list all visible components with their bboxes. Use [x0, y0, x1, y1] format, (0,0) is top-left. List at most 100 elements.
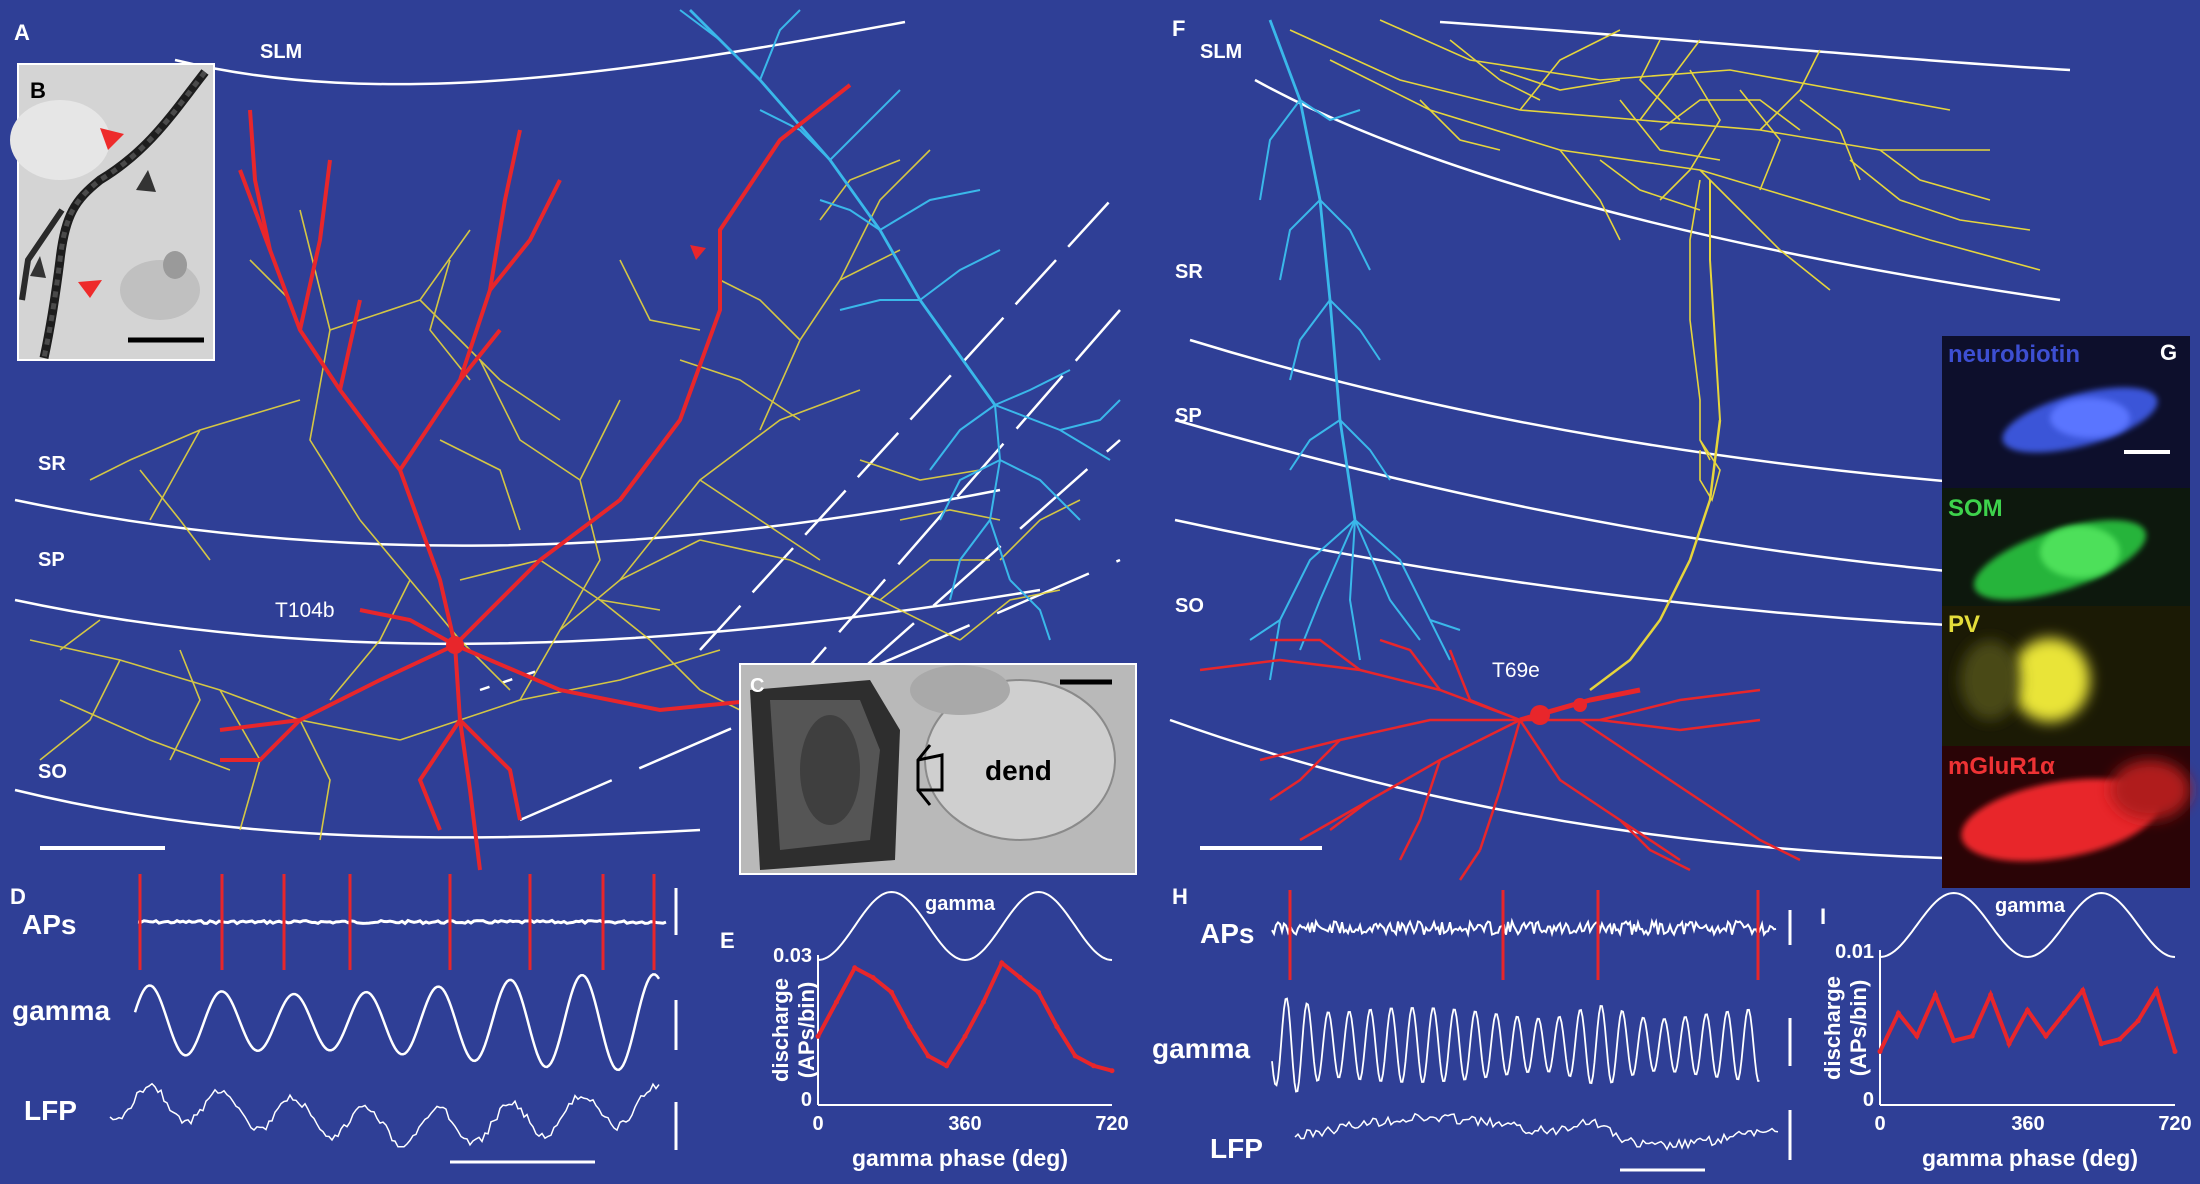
chart-e-xlabel: gamma phase (deg)	[852, 1145, 1068, 1171]
chart-i-point-5	[1969, 1033, 1975, 1039]
chart-i-xlabel: gamma phase (deg)	[1922, 1145, 2138, 1171]
chart-i-ylabel: discharge(APs/bin)	[1820, 976, 1871, 1080]
chart-e-point-0	[815, 1033, 821, 1039]
panel-label-b: B	[30, 78, 46, 103]
label-mglur1a: mGluR1α	[1948, 753, 2055, 780]
axon-arbor-right	[1289, 19, 2041, 691]
chart-e-point-12	[1036, 989, 1041, 995]
lfp-trace-d	[109, 1082, 660, 1148]
panel-label-a: A	[14, 20, 30, 45]
arrowhead-b-red-1	[100, 128, 124, 150]
chart-i-point-6	[1988, 992, 1994, 998]
chart-e-xtick-720: 720	[1095, 1113, 1128, 1135]
label-som: SOM	[1948, 495, 2003, 522]
layer-label-slm-right: SLM	[1200, 41, 1242, 63]
layer-label-slm-left: SLM	[260, 41, 302, 63]
gamma-trace-h	[1271, 997, 1760, 1093]
dend-label: dend	[985, 755, 1052, 786]
spikes-h	[1288, 890, 1760, 980]
chart-e-point-3	[870, 975, 876, 981]
chart-i-point-13	[2117, 1036, 2123, 1042]
chart-i-point-9	[2043, 1033, 2049, 1039]
soma-t69e-2	[1573, 698, 1587, 712]
trace-label-aps-h: APs	[1200, 918, 1254, 949]
chart-i-xtick-0: 0	[1874, 1113, 1885, 1135]
panel-label-f: F	[1172, 16, 1185, 41]
chart-e-ytick-top: 0.03	[773, 945, 812, 967]
chart-i-ytick-top: 0.01	[1835, 941, 1874, 963]
trace-label-lfp-d: LFP	[24, 1095, 77, 1126]
aps-baseline-d	[137, 918, 667, 926]
chart-i-point-2	[1914, 1033, 1920, 1039]
panel-g: G neurobiotin SOM PV mGluR1α	[1942, 336, 2190, 888]
soma-t104b	[446, 636, 464, 654]
panel-label-c: C	[750, 675, 764, 697]
chart-e-point-13	[1054, 1024, 1060, 1030]
chart-e-xtick-360: 360	[948, 1113, 981, 1135]
axon-arbor-left	[29, 149, 1081, 841]
soma-t69e	[1530, 705, 1550, 725]
chart-e-point-7	[944, 1063, 950, 1069]
chart-e-point-16	[1109, 1068, 1115, 1074]
chart-e-point-6	[925, 1053, 931, 1059]
spikes-d	[138, 874, 656, 970]
panel-i: I gamma 0.01 0 0 360 720 gamma phase (de…	[1820, 891, 2192, 1171]
panel-d: D APs gamma LFP	[10, 874, 678, 1164]
chart-e-xtick-0: 0	[812, 1113, 823, 1135]
chart-i-point-1	[1895, 1010, 1901, 1016]
cell-name-t104b: T104b	[275, 599, 335, 622]
label-pv: PV	[1948, 611, 1980, 638]
pyramidal-cell-left	[679, 9, 1121, 641]
layer-boundaries-right	[1169, 20, 2071, 862]
arrowhead-b-dark-2	[30, 256, 46, 278]
panel-label-d: D	[10, 884, 26, 909]
chart-e-ylabel: discharge(APs/bin)	[768, 978, 819, 1082]
arrowhead-b-dark-1	[136, 170, 156, 192]
pyramidal-cell-right	[1249, 19, 1461, 681]
chart-e-point-10	[999, 960, 1005, 966]
gamma-cycle-i	[1879, 891, 2176, 959]
chart-e-title: gamma	[925, 893, 996, 915]
chart-i-point-3	[1932, 992, 1938, 998]
chart-i-point-15	[2154, 987, 2160, 993]
panel-c: C dend	[739, 663, 1137, 875]
chart-i-point-12	[2098, 1041, 2104, 1047]
chart-i-title: gamma	[1995, 895, 2066, 917]
cell-name-t69e: T69e	[1492, 659, 1540, 682]
arrowhead-b-red-2	[78, 280, 102, 298]
panel-label-g: G	[2160, 340, 2177, 365]
layer-label-sp-left: SP	[38, 549, 65, 571]
chart-e-point-14	[1072, 1053, 1078, 1059]
chart-e-point-8	[962, 1033, 968, 1039]
chart-i-point-0	[1877, 1048, 1883, 1054]
chart-e-point-4	[889, 989, 894, 995]
panel-label-h: H	[1172, 884, 1188, 909]
layer-label-sr-left: SR	[38, 453, 66, 475]
chart-i-xtick-720: 720	[2158, 1113, 2191, 1135]
label-neurobiotin: neurobiotin	[1948, 341, 2080, 368]
chart-e-point-2	[852, 965, 858, 971]
chart-i-point-14	[2135, 1018, 2141, 1024]
gamma-trace-d	[133, 973, 661, 1072]
layer-label-so-right: SO	[1175, 595, 1204, 617]
chart-e-point-1	[833, 999, 839, 1005]
chart-i-point-10	[2061, 1010, 2067, 1016]
trace-label-aps-d: APs	[22, 909, 76, 940]
panel-label-e: E	[720, 928, 735, 953]
aps-baseline-h	[1271, 917, 1777, 938]
trace-label-lfp-h: LFP	[1210, 1133, 1263, 1164]
panel-label-i: I	[1820, 904, 1826, 929]
chart-e-point-15	[1091, 1063, 1097, 1069]
chart-e-point-11	[1017, 975, 1023, 981]
chart-i-point-16	[2172, 1048, 2178, 1054]
arrowhead-a	[690, 245, 706, 260]
panel-e: E gamma 0.03 0 0 360 720 gamma phase (de…	[720, 890, 1129, 1171]
panel-f: F SLM SR SP SO T69e	[1169, 16, 2071, 881]
panel-b: B	[10, 63, 215, 361]
chart-i-point-8	[2025, 1007, 2030, 1013]
lfp-trace-h	[1294, 1112, 1779, 1151]
panel-a: A SLM SR SP SO T104b	[14, 9, 1121, 871]
chart-i-point-4	[1951, 1038, 1957, 1044]
